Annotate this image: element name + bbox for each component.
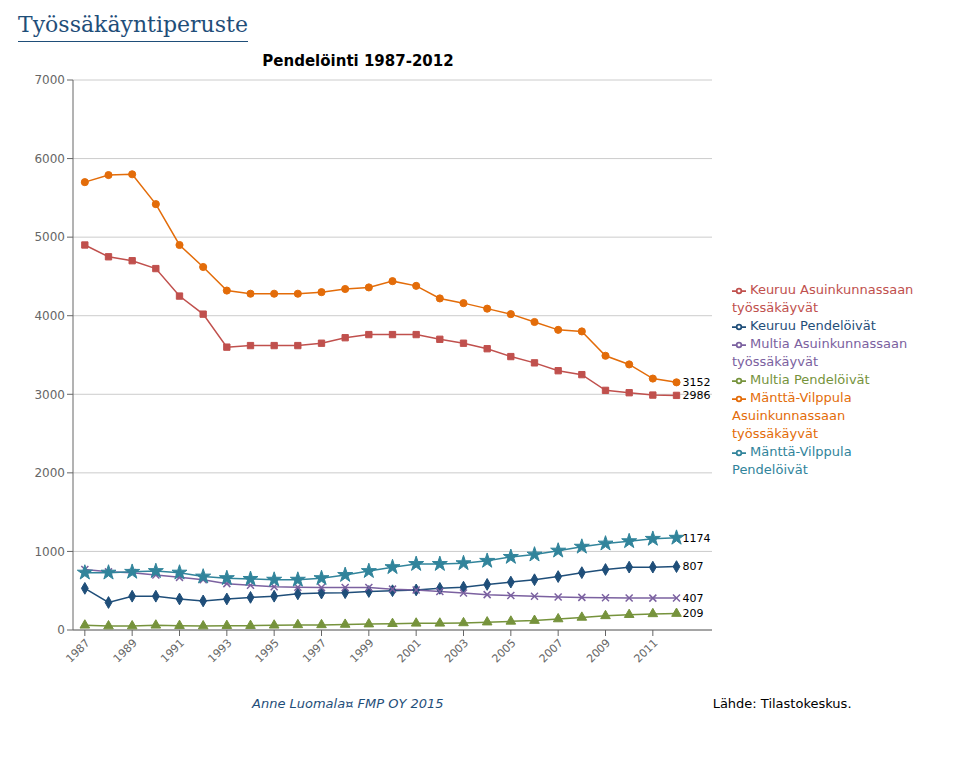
svg-text:807: 807 bbox=[683, 560, 704, 573]
svg-text:7000: 7000 bbox=[34, 73, 65, 87]
svg-text:1999: 1999 bbox=[347, 636, 376, 665]
svg-text:2009: 2009 bbox=[584, 636, 613, 665]
svg-text:2001: 2001 bbox=[395, 636, 424, 665]
html-text:Keuruu Pendelöivät: Keuruu Pendelöivät bbox=[750, 318, 876, 333]
svg-text:1993: 1993 bbox=[205, 636, 234, 665]
svg-text:2986: 2986 bbox=[683, 389, 711, 402]
svg-text:407: 407 bbox=[683, 592, 704, 605]
svg-text:1000: 1000 bbox=[34, 545, 65, 559]
html-text:Keuruu Asuinkunnassaan työssäk: Keuruu Asuinkunnassaan työssäkäyvät bbox=[732, 282, 914, 315]
html-text:Mänttä-Vilppula Pendelöivät: Mänttä-Vilppula Pendelöivät bbox=[732, 444, 852, 477]
html-text:Lähde: Tilastokeskus.: Lähde: Tilastokeskus. bbox=[712, 696, 852, 711]
svg-text:2003: 2003 bbox=[442, 636, 471, 665]
html-text:Multia Asuinkunnassaan työssäk: Multia Asuinkunnassaan työssäkäyvät bbox=[732, 336, 908, 369]
html-text:Työssäkäyntiperuste: Työssäkäyntiperuste bbox=[18, 12, 248, 37]
svg-text:1997: 1997 bbox=[300, 636, 329, 665]
svg-text:3000: 3000 bbox=[34, 388, 65, 402]
svg-text:2005: 2005 bbox=[489, 636, 518, 665]
svg-text:1991: 1991 bbox=[158, 636, 187, 665]
svg-text:6000: 6000 bbox=[34, 152, 65, 166]
svg-text:1987: 1987 bbox=[63, 636, 92, 665]
svg-text:2011: 2011 bbox=[631, 636, 660, 665]
svg-text:1174: 1174 bbox=[683, 532, 711, 545]
svg-text:0: 0 bbox=[57, 623, 65, 637]
html-text:Multia Pendelöivät: Multia Pendelöivät bbox=[750, 372, 870, 387]
svg-text:1995: 1995 bbox=[253, 636, 282, 665]
svg-text:1989: 1989 bbox=[111, 636, 140, 665]
html-text:Pendelöinti 1987-2012: Pendelöinti 1987-2012 bbox=[262, 52, 454, 70]
html-text:Anne Luomala¤ FMP OY 2015: Anne Luomala¤ FMP OY 2015 bbox=[252, 696, 444, 711]
svg-text:5000: 5000 bbox=[34, 230, 65, 244]
svg-text:2000: 2000 bbox=[34, 466, 65, 480]
svg-text:2007: 2007 bbox=[537, 636, 566, 665]
svg-text:209: 209 bbox=[683, 607, 704, 620]
html-text:Mänttä-Vilppula Asuinkunnassaa: Mänttä-Vilppula Asuinkunnassaan työssäkä… bbox=[732, 390, 852, 441]
svg-text:4000: 4000 bbox=[34, 309, 65, 323]
svg-text:3152: 3152 bbox=[683, 376, 711, 389]
